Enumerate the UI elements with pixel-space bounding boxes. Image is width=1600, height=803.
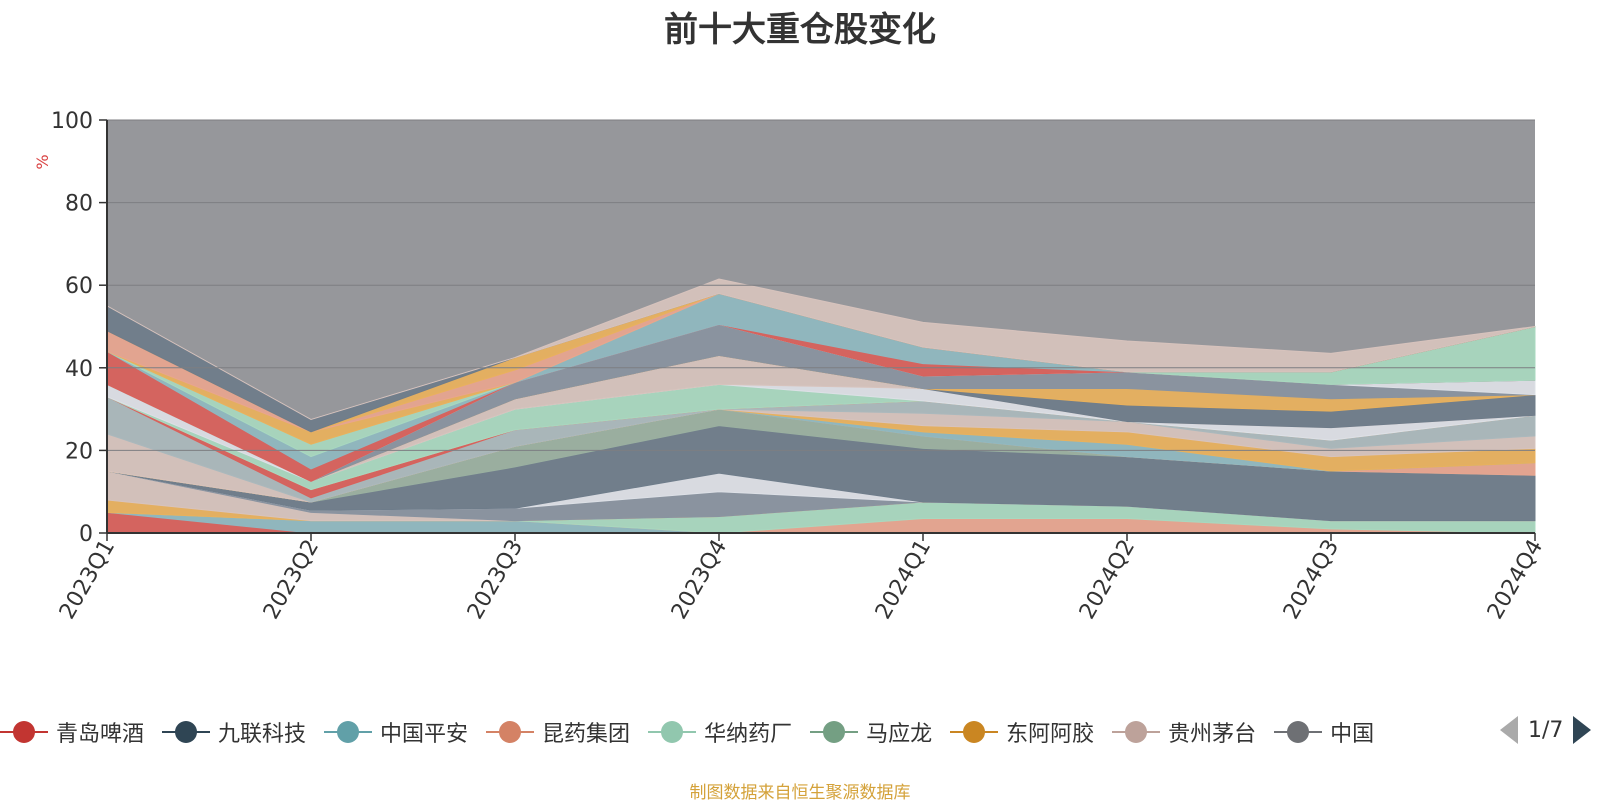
chart-title: 前十大重仓股变化 bbox=[664, 10, 936, 50]
y-tick-label: 80 bbox=[65, 192, 93, 217]
legend-label: 马应龙 bbox=[866, 722, 933, 747]
legend-marker-icon bbox=[324, 717, 373, 747]
y-tick-label: 40 bbox=[65, 357, 93, 382]
legend-item[interactable]: 中国 bbox=[1274, 712, 1374, 752]
x-tick-label: 2024Q2 bbox=[1075, 536, 1140, 624]
legend: 青岛啤酒 九联科技 中国平安 昆药集团 华纳药厂 马应龙 东阿阿胶 贵州茅台 中国 bbox=[0, 712, 1490, 752]
y-tick-label: 100 bbox=[51, 109, 93, 134]
y-axis-unit: % bbox=[33, 154, 52, 169]
legend-label: 东阿阿胶 bbox=[1006, 722, 1095, 747]
x-tick-label: 2024Q1 bbox=[871, 536, 936, 624]
legend-label: 贵州茅台 bbox=[1168, 722, 1257, 747]
legend-label: 青岛啤酒 bbox=[56, 722, 145, 747]
legend-marker-icon bbox=[1112, 717, 1161, 747]
y-tick-label: 60 bbox=[65, 274, 93, 299]
data-source-note: 制图数据来自恒生聚源数据库 bbox=[689, 783, 911, 803]
legend-item[interactable]: 马应龙 bbox=[810, 712, 932, 752]
x-tick-label: 2023Q3 bbox=[463, 536, 528, 624]
legend-marker-icon bbox=[950, 717, 999, 747]
y-tick-label: 20 bbox=[65, 439, 93, 464]
legend-marker-icon bbox=[1274, 717, 1323, 747]
legend-label: 中国平安 bbox=[380, 722, 469, 747]
legend-marker-icon bbox=[810, 717, 859, 747]
y-tick-label: 0 bbox=[79, 522, 93, 547]
legend-marker-icon bbox=[648, 717, 697, 747]
area-band-32 bbox=[106, 278, 1536, 420]
legend-label: 华纳药厂 bbox=[704, 722, 793, 747]
legend-pager: 1/7 bbox=[1500, 716, 1592, 744]
x-tick-label: 2024Q3 bbox=[1279, 536, 1344, 624]
legend-prev-icon[interactable] bbox=[1500, 716, 1518, 744]
legend-item[interactable]: 东阿阿胶 bbox=[950, 712, 1094, 752]
legend-marker-icon bbox=[162, 717, 211, 747]
legend-item[interactable]: 青岛啤酒 bbox=[0, 712, 144, 752]
x-tick-label: 2023Q2 bbox=[259, 536, 324, 624]
legend-item[interactable]: 昆药集团 bbox=[486, 712, 630, 752]
x-tick-label: 2023Q1 bbox=[55, 536, 120, 624]
legend-item[interactable]: 中国平安 bbox=[324, 712, 468, 752]
legend-label: 九联科技 bbox=[218, 722, 307, 747]
legend-label: 中国 bbox=[1330, 722, 1375, 747]
legend-item[interactable]: 华纳药厂 bbox=[648, 712, 792, 752]
legend-label: 昆药集团 bbox=[542, 722, 631, 747]
legend-item[interactable]: 九联科技 bbox=[162, 712, 306, 752]
legend-next-icon[interactable] bbox=[1573, 716, 1592, 744]
x-tick-label: 2024Q4 bbox=[1483, 536, 1548, 624]
legend-page-indicator: 1/7 bbox=[1528, 717, 1564, 743]
legend-item[interactable]: 贵州茅台 bbox=[1112, 712, 1256, 752]
x-tick-label: 2023Q4 bbox=[667, 536, 732, 624]
legend-marker-icon bbox=[486, 717, 535, 747]
legend-marker-icon bbox=[0, 717, 48, 747]
